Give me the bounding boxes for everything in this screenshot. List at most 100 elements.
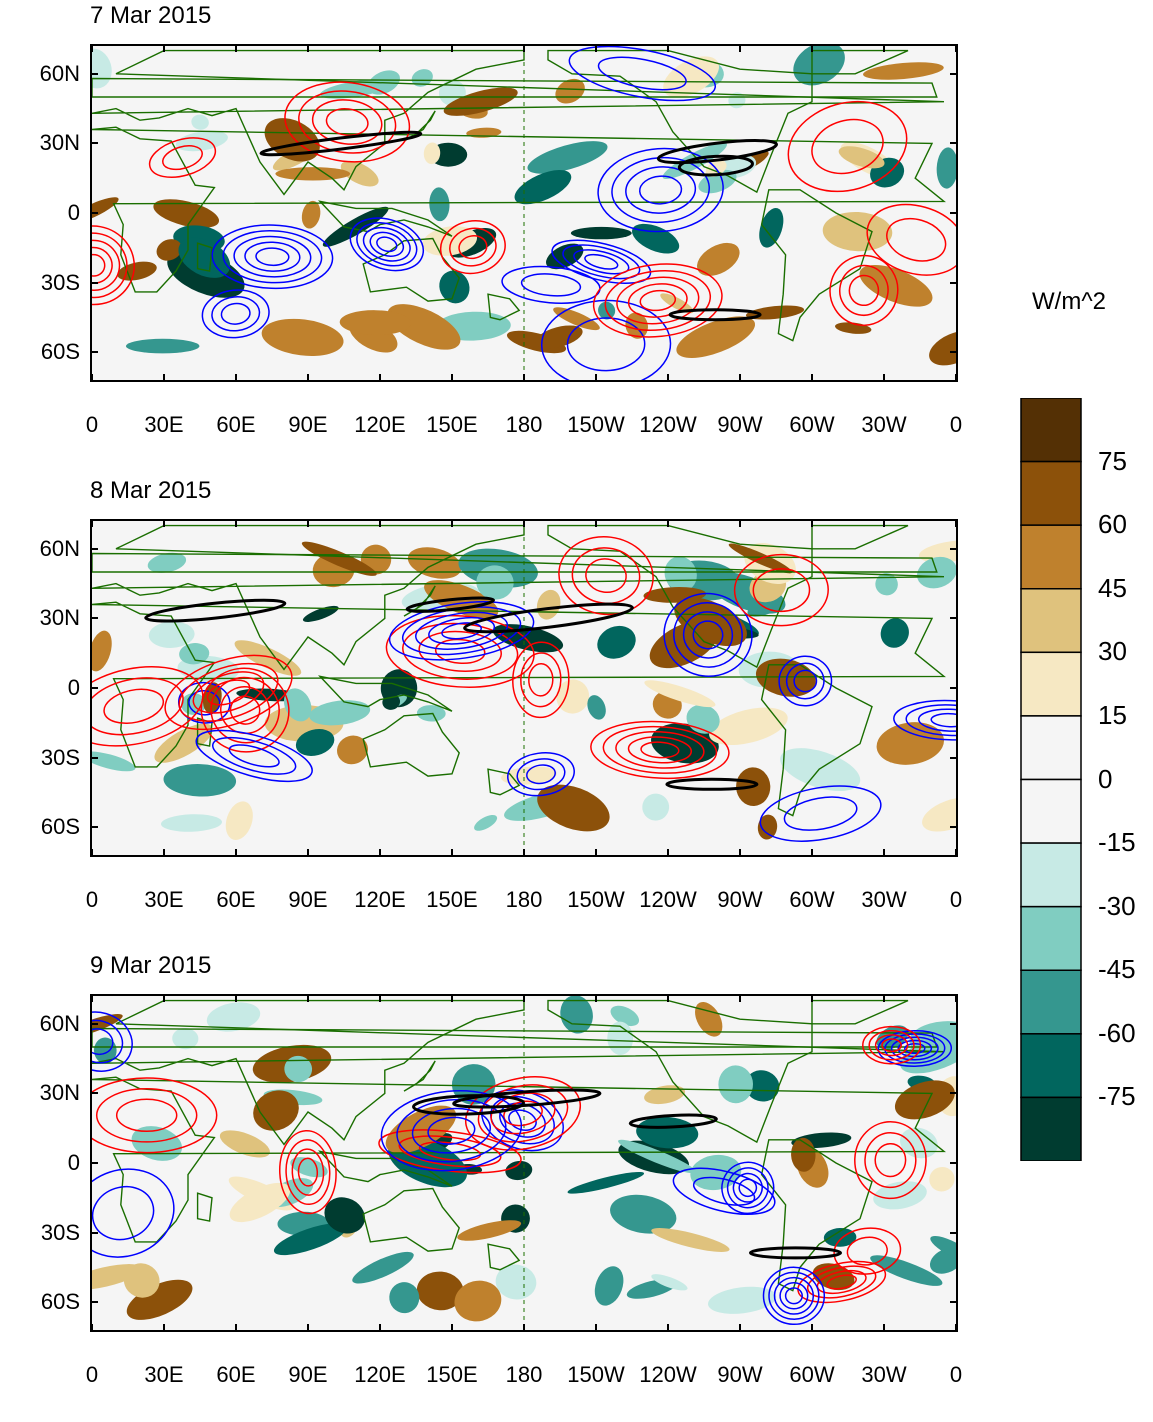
longitude-label: 90E <box>288 887 328 912</box>
shade-patch <box>423 142 441 165</box>
negative-contour <box>783 796 858 831</box>
longitude-tick <box>883 994 885 1002</box>
shade-patch <box>474 814 498 831</box>
positive-contour <box>291 1148 325 1196</box>
colorbar-box <box>1020 905 1082 972</box>
negative-contour <box>92 1185 155 1241</box>
shade-patch <box>179 643 210 665</box>
latitude-label: 60N <box>39 535 80 561</box>
negative-contour <box>893 699 956 741</box>
panel-title: 9 Mar 2015 <box>90 952 212 979</box>
negative-contour <box>917 708 956 732</box>
positive-contour <box>92 225 136 306</box>
longitude-tick <box>667 44 669 52</box>
longitude-tick <box>523 519 525 527</box>
longitude-label: 0 <box>949 1362 963 1387</box>
coastlines <box>92 49 946 342</box>
shade-patch <box>757 814 778 840</box>
shade-patch <box>283 688 312 722</box>
colorbar-box <box>1020 1096 1082 1161</box>
latitude-tick <box>90 281 98 284</box>
longitude-label: 150E <box>426 887 478 912</box>
longitude-tick <box>91 1324 93 1332</box>
negative-contour <box>793 669 818 693</box>
negative-contour <box>255 247 290 267</box>
shade-patch <box>660 293 694 314</box>
positive-contour <box>92 239 121 291</box>
latitude-tick <box>90 756 98 759</box>
jet-contours <box>144 596 759 791</box>
shade-patch <box>457 1220 522 1241</box>
shade-patch <box>439 270 470 304</box>
latitude-label: 0 <box>67 675 80 700</box>
negative-contour <box>362 226 411 262</box>
negative-contour <box>905 704 956 737</box>
longitude-tick <box>451 994 453 1002</box>
positive-contour <box>92 253 106 277</box>
shade-patch <box>284 1055 313 1083</box>
positive-contour <box>848 274 880 307</box>
shade-patch <box>320 79 392 99</box>
shade-patch <box>219 1130 270 1158</box>
longitude-label: 150E <box>426 1362 478 1387</box>
shade-patch <box>676 316 756 359</box>
longitude-tick <box>379 1324 381 1332</box>
colorbar-box <box>1020 778 1082 844</box>
negative-contour <box>411 1107 492 1154</box>
longitude-tick <box>595 1324 597 1332</box>
shade-patch <box>147 552 187 573</box>
map-panel-7-mar: 7 Mar 2015 60N 30N 0 30S 60S 0 30E 60E 90E 120E 15… <box>0 2 1000 472</box>
latitude-label: 60S <box>40 1289 80 1315</box>
colorbar-tick-label: -30 <box>1098 890 1136 921</box>
shade-patch <box>429 187 450 222</box>
coastline <box>403 1060 436 1092</box>
positive-contour <box>449 227 497 267</box>
longitude-tick <box>883 519 885 527</box>
positive-contour <box>325 108 369 136</box>
map-svg <box>92 996 956 1330</box>
negative-contour <box>376 236 398 253</box>
longitude-tick <box>955 519 957 527</box>
negative-contour <box>201 289 270 339</box>
longitude-tick <box>811 994 813 1002</box>
longitude-tick <box>811 849 813 857</box>
positive-contour <box>592 263 723 338</box>
longitude-tick <box>163 519 165 527</box>
colorbar-tick-label: 45 <box>1098 572 1127 603</box>
coastline <box>547 49 813 194</box>
latitude-tick <box>950 1092 958 1095</box>
longitude-label: 0 <box>85 1362 99 1387</box>
colorbar-box <box>1020 842 1082 908</box>
latitude-label: 30S <box>40 269 80 295</box>
latitude-label: 30S <box>40 1219 80 1245</box>
shade-patch <box>92 1014 123 1038</box>
latitude-tick <box>950 212 958 214</box>
longitude-label: 180 <box>505 887 543 912</box>
coastline <box>196 242 213 272</box>
longitude-tick <box>451 519 453 527</box>
negative-contour <box>673 602 743 668</box>
positive-contour <box>829 254 899 327</box>
shade-patch <box>651 1274 688 1291</box>
jet-contours <box>259 130 778 322</box>
positive-contour <box>210 676 280 744</box>
positive-contour <box>558 536 654 616</box>
colorbar-tick-label: -15 <box>1098 827 1136 858</box>
negative-contour <box>682 611 734 659</box>
shade-patch <box>929 1166 955 1192</box>
longitude-label: 120W <box>639 887 697 912</box>
colorbar-box <box>1020 588 1082 654</box>
longitude-tick <box>595 994 597 1002</box>
longitude-tick <box>163 994 165 1002</box>
map-svg <box>92 46 956 380</box>
longitude-tick <box>163 44 165 52</box>
shade-patch <box>126 338 200 354</box>
shade-patch <box>930 1235 956 1262</box>
negative-contour <box>597 147 724 233</box>
shade-patch <box>302 605 339 622</box>
shade-patch <box>900 1127 938 1159</box>
longitude-label: 0 <box>949 887 963 912</box>
positive-contour <box>604 269 712 332</box>
colorbar-unit-label: W/m^2 <box>1032 288 1106 315</box>
longitude-tick <box>595 374 597 382</box>
